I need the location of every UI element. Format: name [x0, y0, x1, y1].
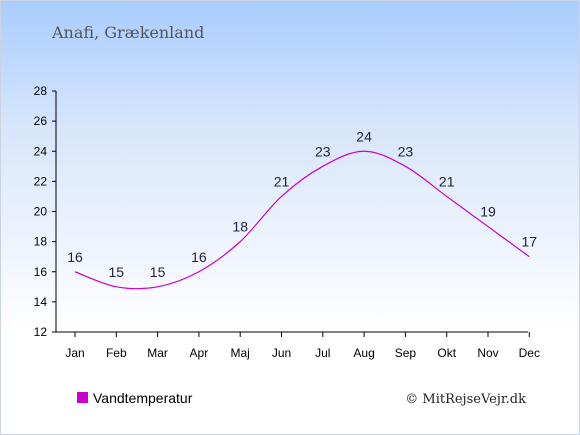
- data-label: 16: [191, 249, 207, 265]
- credit-text: © MitRejseVejr.dk: [405, 392, 526, 407]
- x-tick-label: Mar: [147, 346, 168, 360]
- x-tick-label: Maj: [231, 346, 250, 360]
- data-label: 17: [522, 234, 538, 250]
- x-tick-label: Sep: [395, 346, 417, 360]
- y-tick-label: 14: [34, 295, 48, 309]
- data-label: 21: [439, 173, 455, 189]
- data-label: 19: [480, 204, 496, 220]
- y-tick-label: 26: [34, 114, 48, 128]
- y-tick-label: 28: [34, 84, 48, 98]
- x-tick-label: Dec: [519, 346, 540, 360]
- y-tick-label: 16: [34, 265, 48, 279]
- x-axis-ticks: Jan Feb Mar Apr Maj Jun Jul Aug Sep Okt Nov Dec: [65, 332, 540, 360]
- data-label: 18: [232, 219, 248, 235]
- x-tick-label: Jan: [65, 346, 84, 360]
- x-tick-label: Apr: [190, 346, 209, 360]
- x-tick-label: Okt: [437, 346, 456, 360]
- data-label: 15: [150, 264, 166, 280]
- series-group: [74, 150, 530, 290]
- y-tick-label: 20: [34, 205, 48, 219]
- data-label: 23: [315, 143, 331, 159]
- data-label: 23: [398, 143, 414, 159]
- data-label: 16: [67, 249, 83, 265]
- y-axis-ticks: 12 14 16 18 20 22 24 26 28: [34, 84, 56, 339]
- legend-swatch: [77, 392, 88, 403]
- y-tick-label: 18: [34, 235, 48, 249]
- chart-title: Anafi, Grækenland: [51, 23, 204, 42]
- y-tick-label: 22: [34, 174, 48, 188]
- data-label: 21: [274, 173, 290, 189]
- y-tick-label: 12: [34, 325, 48, 339]
- x-tick-label: Jul: [315, 346, 330, 360]
- x-tick-label: Nov: [477, 346, 498, 360]
- data-label: 15: [109, 264, 125, 280]
- x-tick-label: Aug: [353, 346, 374, 360]
- series-line-water-temperature: [74, 150, 530, 290]
- data-labels: 16 15 15 16 18 21 23 24 23 21 19 17: [67, 128, 537, 280]
- x-tick-label: Jun: [272, 346, 291, 360]
- x-tick-label: Feb: [106, 346, 127, 360]
- data-label: 24: [356, 128, 372, 144]
- legend-label: Vandtemperatur: [93, 390, 193, 406]
- y-tick-label: 24: [34, 144, 48, 158]
